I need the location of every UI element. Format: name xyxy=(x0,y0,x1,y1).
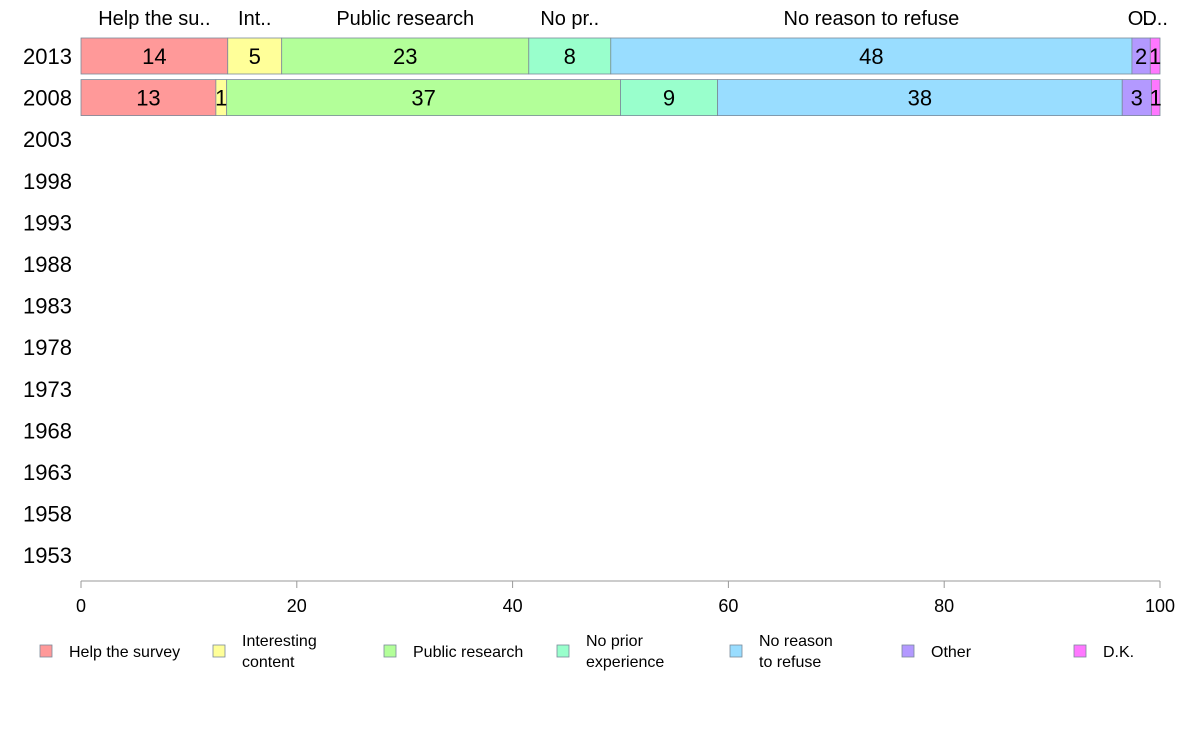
x-tick-label-40: 40 xyxy=(503,596,523,616)
year-label-1963: 1963 xyxy=(23,460,72,485)
legend-swatch-3 xyxy=(556,644,570,658)
value-label-2013-2: 23 xyxy=(393,44,417,69)
value-label-2013-3: 8 xyxy=(564,44,576,69)
x-tick-label-0: 0 xyxy=(76,596,86,616)
value-label-2013-4: 48 xyxy=(859,44,883,69)
value-label-2013-1: 5 xyxy=(249,44,261,69)
x-tick-label-60: 60 xyxy=(718,596,738,616)
legend-label-3: No prior experience xyxy=(586,633,664,671)
bar-2013-4 xyxy=(610,37,1133,75)
value-label-2013-6: 1 xyxy=(1149,44,1161,69)
legend-label-4: No reason to refuse xyxy=(759,633,833,671)
top-label-3: No pr.. xyxy=(540,8,599,30)
value-label-2008-3: 9 xyxy=(663,86,675,111)
legend-swatch-4 xyxy=(729,644,743,658)
x-axis: 0 20 40 60 80 100 xyxy=(76,580,1175,616)
top-category-labels: Help the su.. Int.. Public research No pr..… xyxy=(98,8,1168,30)
top-label-6: D.. xyxy=(1142,8,1168,30)
year-label-1983: 1983 xyxy=(23,294,72,319)
year-label-1993: 1993 xyxy=(23,210,72,235)
bars: 14 5 23 8 48 2 113 1 37 9 38 3 1 xyxy=(80,37,1162,116)
top-label-0: Help the su.. xyxy=(98,8,210,30)
bar-2008-6 xyxy=(1150,79,1161,116)
year-label-1988: 1988 xyxy=(23,252,72,277)
x-tick-label-80: 80 xyxy=(934,596,954,616)
bar-2008-0 xyxy=(80,79,217,116)
year-label-1958: 1958 xyxy=(23,502,72,527)
top-label-1: Int.. xyxy=(238,8,271,30)
legend-swatch-1 xyxy=(212,644,226,658)
year-label-1968: 1968 xyxy=(23,418,72,443)
year-label-1998: 1998 xyxy=(23,169,72,194)
bar-2008-3 xyxy=(620,79,719,116)
year-label-2003: 2003 xyxy=(23,127,72,152)
value-label-2013-5: 2 xyxy=(1135,44,1147,69)
bar-2008-2 xyxy=(226,79,621,116)
x-tick-label-20: 20 xyxy=(287,596,307,616)
top-label-5: O.. xyxy=(1128,8,1155,30)
year-label-2008: 2008 xyxy=(23,86,72,111)
bar-2013-1 xyxy=(227,37,283,75)
value-label-2008-1: 1 xyxy=(215,86,227,111)
legend: Help the survey Interesting content Public … xyxy=(39,633,1134,671)
year-axis-labels: 2013 2008 2003 1998 1993 1988 1983 1978 1973 1968… xyxy=(23,44,72,568)
value-label-2008-6: 1 xyxy=(1150,86,1162,111)
legend-label-1: Interesting content xyxy=(242,633,317,671)
legend-swatch-6 xyxy=(1073,644,1087,658)
legend-label-5: Other xyxy=(931,644,972,661)
bar-2013-6 xyxy=(1149,37,1161,75)
value-label-2013-0: 14 xyxy=(142,44,166,69)
top-label-4: No reason to refuse xyxy=(784,8,960,30)
value-label-2008-0: 13 xyxy=(136,86,160,111)
legend-swatch-0 xyxy=(39,644,53,658)
legend-label-0: Help the survey xyxy=(69,644,180,661)
value-label-2008-5: 3 xyxy=(1131,86,1143,111)
year-label-1973: 1973 xyxy=(23,377,72,402)
bar-2008-4 xyxy=(717,79,1123,116)
legend-swatch-5 xyxy=(901,644,915,658)
year-label-2013: 2013 xyxy=(23,44,72,69)
value-label-2008-4: 38 xyxy=(908,86,932,111)
year-label-1978: 1978 xyxy=(23,335,72,360)
value-label-2008-2: 37 xyxy=(411,86,435,111)
legend-label-2: Public research xyxy=(413,644,523,661)
year-label-1953: 1953 xyxy=(23,543,72,568)
legend-swatch-2 xyxy=(383,644,397,658)
top-label-2: Public research xyxy=(336,8,474,30)
x-tick-label-100: 100 xyxy=(1145,596,1175,616)
legend-label-6: D.K. xyxy=(1103,644,1134,661)
